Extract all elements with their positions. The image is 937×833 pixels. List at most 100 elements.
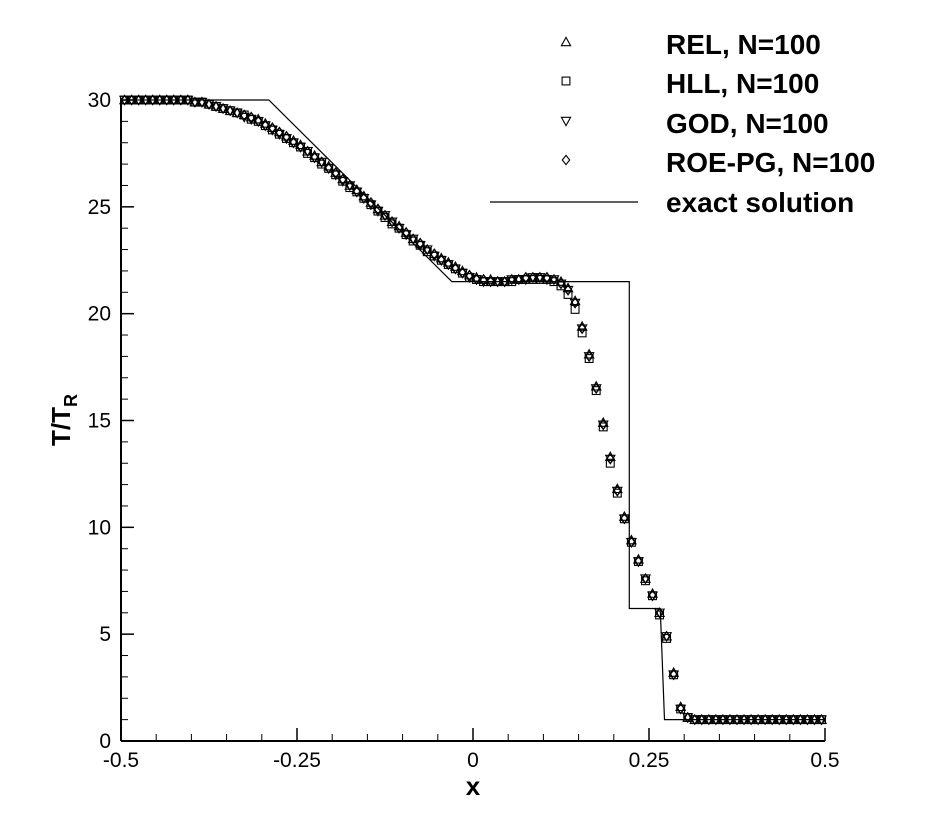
legend-label: ROE-PG, N=100	[666, 147, 875, 178]
x-tick-label: -0.5	[103, 749, 139, 772]
data-point-hll-n-100	[380, 213, 390, 222]
data-point-god-n-100	[632, 557, 644, 568]
data-point-roe-pg-n-100	[493, 276, 503, 288]
data-point-roe-pg-n-100	[479, 273, 488, 285]
x-tick-label: -0.25	[273, 749, 321, 772]
y-tick-label: 10	[88, 516, 111, 539]
data-point-god-n-100	[646, 591, 659, 602]
plot-markers	[118, 94, 828, 726]
data-point-roe-pg-n-100	[458, 267, 467, 279]
data-point-roe-pg-n-100	[296, 141, 305, 153]
data-point-rel-n-100	[372, 203, 384, 214]
data-point-god-n-100	[386, 217, 398, 228]
data-point-roe-pg-n-100	[451, 263, 460, 275]
data-point-roe-pg-n-100	[148, 94, 158, 106]
data-point-roe-pg-n-100	[380, 209, 390, 221]
y-axis-label: T/TR	[46, 394, 81, 446]
data-point-roe-pg-n-100	[746, 714, 756, 726]
data-point-roe-pg-n-100	[176, 94, 186, 106]
data-point-roe-pg-n-100	[676, 703, 686, 715]
exact-solution-line	[121, 99, 825, 721]
data-point-rel-n-100	[478, 273, 490, 284]
data-point-rel-n-100	[337, 173, 349, 184]
data-point-roe-pg-n-100	[324, 162, 334, 174]
y-axis-label-main: T/T	[46, 407, 76, 446]
data-point-god-n-100	[189, 97, 201, 108]
data-point-roe-pg-n-100	[669, 669, 679, 681]
data-point-god-n-100	[344, 181, 356, 192]
data-point-hll-n-100	[563, 289, 573, 299]
data-point-roe-pg-n-100	[225, 105, 235, 117]
data-point-roe-pg-n-100	[366, 197, 376, 209]
data-point-roe-pg-n-100	[204, 98, 214, 110]
data-point-roe-pg-n-100	[415, 237, 425, 249]
data-point-roe-pg-n-100	[795, 714, 805, 726]
data-point-roe-pg-n-100	[725, 714, 735, 726]
legend-label: HLL, N=100	[666, 68, 819, 99]
data-point-roe-pg-n-100	[803, 714, 812, 726]
data-point-roe-pg-n-100	[704, 714, 714, 726]
data-point-roe-pg-n-100	[338, 173, 348, 185]
data-point-hll-n-100	[605, 458, 615, 468]
data-point-roe-pg-n-100	[817, 714, 826, 726]
data-point-roe-pg-n-100	[641, 573, 650, 585]
data-point-roe-pg-n-100	[373, 203, 383, 215]
data-point-god-n-100	[407, 234, 419, 245]
data-point-roe-pg-n-100	[232, 107, 242, 119]
data-point-roe-pg-n-100	[141, 94, 151, 106]
data-point-rel-n-100	[365, 196, 377, 207]
data-point-god-n-100	[562, 285, 574, 296]
data-point-roe-pg-n-100	[760, 714, 770, 726]
axis-ticks	[120, 99, 826, 742]
data-point-roe-pg-n-100	[422, 244, 432, 256]
x-axis-label: x	[466, 771, 481, 801]
data-point-roe-pg-n-100	[190, 96, 200, 108]
axis-tick-labels: -0.5 -0.25 0 0.25 0.5 0 5 10 15 20 25 30	[88, 89, 840, 772]
data-point-roe-pg-n-100	[169, 94, 179, 106]
data-point-god-n-100	[639, 574, 652, 585]
data-point-god-n-100	[590, 384, 602, 395]
data-point-hll-n-100	[591, 386, 601, 396]
legend-marker-hll-n-100	[561, 76, 571, 86]
data-point-god-n-100	[661, 632, 673, 643]
data-point-rel-n-100	[273, 126, 285, 137]
y-tick-label: 25	[88, 196, 111, 219]
data-point-roe-pg-n-100	[183, 94, 193, 106]
data-point-roe-pg-n-100	[253, 115, 263, 127]
data-point-roe-pg-n-100	[472, 273, 481, 285]
data-point-roe-pg-n-100	[443, 259, 453, 271]
data-point-god-n-100	[323, 164, 335, 175]
data-point-god-n-100	[351, 187, 363, 198]
data-point-rel-n-100	[245, 111, 257, 122]
data-point-god-n-100	[618, 514, 630, 525]
data-point-roe-pg-n-100	[718, 714, 728, 726]
data-point-roe-pg-n-100	[317, 156, 327, 168]
data-point-roe-pg-n-100	[598, 419, 608, 431]
legend: REL, N=100 HLL, N=100 GOD, N=100 ROE-PG, N=…	[490, 29, 875, 218]
data-point-hll-n-100	[570, 304, 580, 314]
series-roe-pg-n-100	[120, 94, 826, 726]
legend-marker-roe-pg-n-100	[561, 154, 571, 166]
data-point-roe-pg-n-100	[486, 276, 495, 288]
data-point-roe-pg-n-100	[655, 607, 664, 619]
data-point-hll-n-100	[598, 422, 608, 432]
data-point-roe-pg-n-100	[345, 179, 355, 191]
data-point-roe-pg-n-100	[289, 137, 298, 149]
data-point-roe-pg-n-100	[683, 712, 693, 723]
data-point-roe-pg-n-100	[690, 714, 700, 726]
data-point-roe-pg-n-100	[282, 130, 291, 142]
data-point-rel-n-100	[280, 130, 292, 141]
y-tick-label: 20	[88, 303, 111, 326]
x-tick-label: 0.5	[810, 749, 839, 772]
data-point-hll-n-100	[655, 610, 665, 620]
data-point-roe-pg-n-100	[507, 273, 517, 285]
data-point-roe-pg-n-100	[239, 109, 249, 121]
data-point-roe-pg-n-100	[549, 273, 559, 285]
data-point-roe-pg-n-100	[127, 94, 136, 106]
data-point-roe-pg-n-100	[732, 714, 742, 726]
data-point-god-n-100	[668, 670, 680, 681]
data-point-god-n-100	[224, 106, 236, 117]
data-point-god-n-100	[379, 211, 391, 222]
data-point-god-n-100	[555, 279, 567, 290]
